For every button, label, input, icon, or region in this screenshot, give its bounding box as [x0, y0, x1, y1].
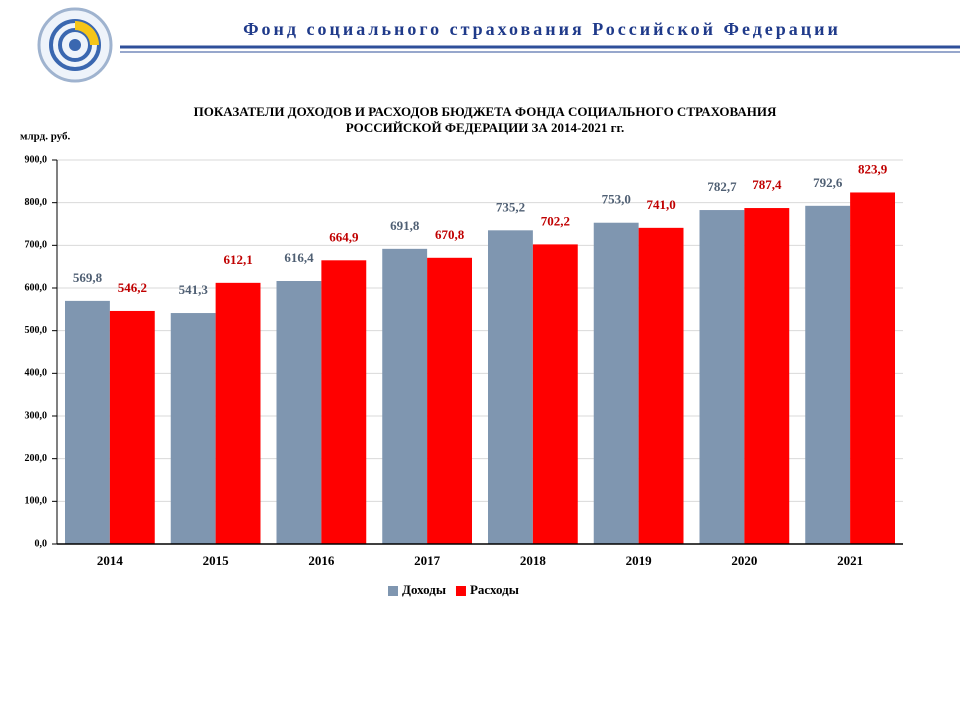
bar: [744, 208, 790, 544]
y-tick-label: 600,0: [25, 282, 48, 293]
x-tick-label: 2018: [520, 553, 547, 568]
value-label: 670,8: [435, 227, 465, 242]
x-tick-label: 2016: [308, 553, 335, 568]
bar: [382, 248, 428, 544]
value-label: 787,4: [752, 177, 782, 192]
value-label: 753,0: [602, 192, 631, 207]
value-label: 702,2: [541, 213, 570, 228]
legend-swatch: [455, 586, 466, 596]
value-label: 612,1: [223, 252, 252, 267]
y-tick-label: 300,0: [25, 410, 48, 421]
bar: [65, 300, 110, 544]
bar: [532, 244, 578, 545]
y-tick-label: 100,0: [25, 496, 48, 507]
y-tick-label: 700,0: [25, 240, 48, 251]
y-axis-label: млрд. руб.: [20, 131, 71, 143]
bar: [170, 313, 216, 544]
x-tick-label: 2015: [203, 553, 230, 568]
value-label: 616,4: [284, 250, 314, 265]
y-tick-label: 500,0: [25, 325, 48, 336]
x-tick-label: 2014: [97, 553, 124, 568]
bar: [805, 205, 851, 544]
bar: [276, 281, 322, 544]
value-label: 792,6: [813, 175, 843, 190]
bar: [488, 230, 533, 544]
value-label: 735,2: [496, 199, 525, 214]
value-label: 541,3: [179, 282, 209, 297]
bar: [215, 282, 261, 544]
legend-swatch: [388, 586, 398, 596]
y-tick-label: 800,0: [25, 197, 48, 208]
y-tick-label: 900,0: [25, 154, 48, 165]
value-label: 823,9: [858, 161, 888, 176]
value-label: 664,9: [329, 229, 359, 244]
chart-title: РОССИЙСКОЙ ФЕДЕРАЦИИ ЗА 2014-2021 гг.: [346, 120, 624, 135]
value-label: 569,8: [73, 270, 103, 285]
logo: [37, 7, 113, 83]
bar: [699, 210, 745, 544]
chart-title: ПОКАЗАТЕЛИ ДОХОДОВ И РАСХОДОВ БЮДЖЕТА ФО…: [194, 104, 777, 119]
header-title: Фонд социального страхования Российской …: [243, 19, 841, 39]
bar: [427, 257, 472, 544]
bar: [109, 310, 155, 544]
value-label: 546,2: [118, 280, 147, 295]
value-label: 782,7: [707, 179, 737, 194]
x-tick-label: 2017: [414, 553, 441, 568]
x-tick-label: 2021: [837, 553, 863, 568]
value-label: 691,8: [390, 218, 420, 233]
x-tick-label: 2019: [626, 553, 653, 568]
bar: [593, 222, 639, 544]
legend-label: Доходы: [402, 582, 446, 597]
y-tick-label: 0,0: [35, 538, 48, 549]
bar: [638, 227, 684, 544]
value-label: 741,0: [646, 197, 675, 212]
legend-label: Расходы: [470, 582, 519, 597]
x-tick-label: 2020: [731, 553, 757, 568]
y-tick-label: 200,0: [25, 453, 48, 464]
bar: [321, 260, 367, 544]
bar: [850, 192, 895, 544]
y-tick-label: 400,0: [25, 368, 48, 379]
